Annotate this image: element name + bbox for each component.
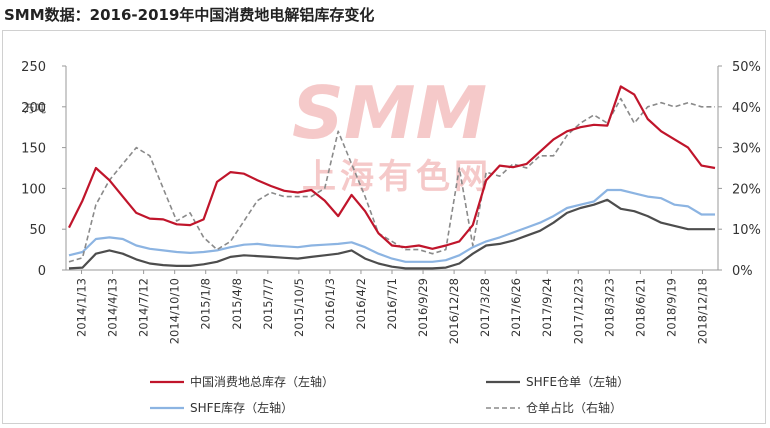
left-tick-label: 150 <box>21 142 46 157</box>
left-axis-unit: 万吨 <box>24 102 46 115</box>
right-tick-label: 30% <box>732 142 761 157</box>
x-tick-label: 2015/1/8 <box>199 278 213 330</box>
x-tick-label: 2018/6/21 <box>633 278 647 337</box>
series-line-2 <box>68 188 715 263</box>
x-tick-label: 2016/1/3 <box>323 278 337 330</box>
legend: 中国消费地总库存（左轴） SHFE仓单（左轴） SHFE库存（左轴） 仓单占比（右轴） <box>150 374 629 415</box>
right-tick-label: 40% <box>732 101 761 116</box>
left-tick-label: 0 <box>38 264 46 279</box>
x-tick-label: 2014/1/13 <box>75 278 89 337</box>
right-tick-label: 50% <box>732 60 761 75</box>
x-tick-label: 2018/12/18 <box>695 278 709 344</box>
x-tick-label: 2018/9/19 <box>664 278 678 337</box>
x-tick-label: 2016/12/28 <box>447 278 461 344</box>
legend-label-2: SHFE库存（左轴） <box>190 400 293 415</box>
left-tick-label: 200 <box>21 101 46 116</box>
x-tick-label: 2016/7/1 <box>385 278 399 330</box>
x-tick-label: 2015/10/5 <box>292 278 306 337</box>
legend-label-0: 中国消费地总库存（左轴） <box>190 374 334 389</box>
x-tick-label: 2014/4/13 <box>106 278 120 337</box>
watermark-logo: SMM <box>292 71 487 155</box>
x-tick-label: 2017/6/26 <box>509 278 523 337</box>
x-tick-label: 2016/4/2 <box>354 278 368 330</box>
series-group <box>68 85 716 270</box>
series-line-3 <box>68 97 715 263</box>
chart-frame <box>2 30 766 424</box>
legend-label-1: SHFE仓单（左轴） <box>526 374 629 389</box>
series-line-1 <box>68 198 715 270</box>
axes: 0 50 100 150 200 250 0% 10% 20% 30% 40% 50% 2014/1/1… <box>21 60 761 344</box>
x-tick-label: 2015/7/7 <box>261 278 275 330</box>
chart-title: SMM数据：2016-2019年中国消费地电解铝库存变化 <box>4 6 375 24</box>
x-tick-label: 2014/7/12 <box>137 278 151 337</box>
legend-label-3: 仓单占比（右轴） <box>526 400 622 415</box>
left-tick-label: 250 <box>21 60 46 75</box>
series-line-0 <box>68 85 716 250</box>
x-tick-label: 2016/9/29 <box>416 278 430 337</box>
left-tick-label: 50 <box>29 223 46 238</box>
watermark-subtitle: 上海有色网 <box>302 157 492 197</box>
left-tick-label: 100 <box>21 182 46 197</box>
x-tick-label: 2014/10/10 <box>168 278 182 344</box>
right-tick-label: 0% <box>732 264 753 279</box>
right-tick-label: 10% <box>732 223 761 238</box>
x-tick-label: 2017/3/28 <box>478 278 492 337</box>
x-tick-label: 2017/9/24 <box>540 278 554 337</box>
right-tick-label: 20% <box>732 182 761 197</box>
x-tick-label: 2015/4/8 <box>230 278 244 330</box>
watermark: SMM 上海有色网 <box>292 71 492 197</box>
x-tick-label: 2017/12/23 <box>571 278 585 344</box>
x-tick-label: 2018/3/23 <box>602 278 616 337</box>
